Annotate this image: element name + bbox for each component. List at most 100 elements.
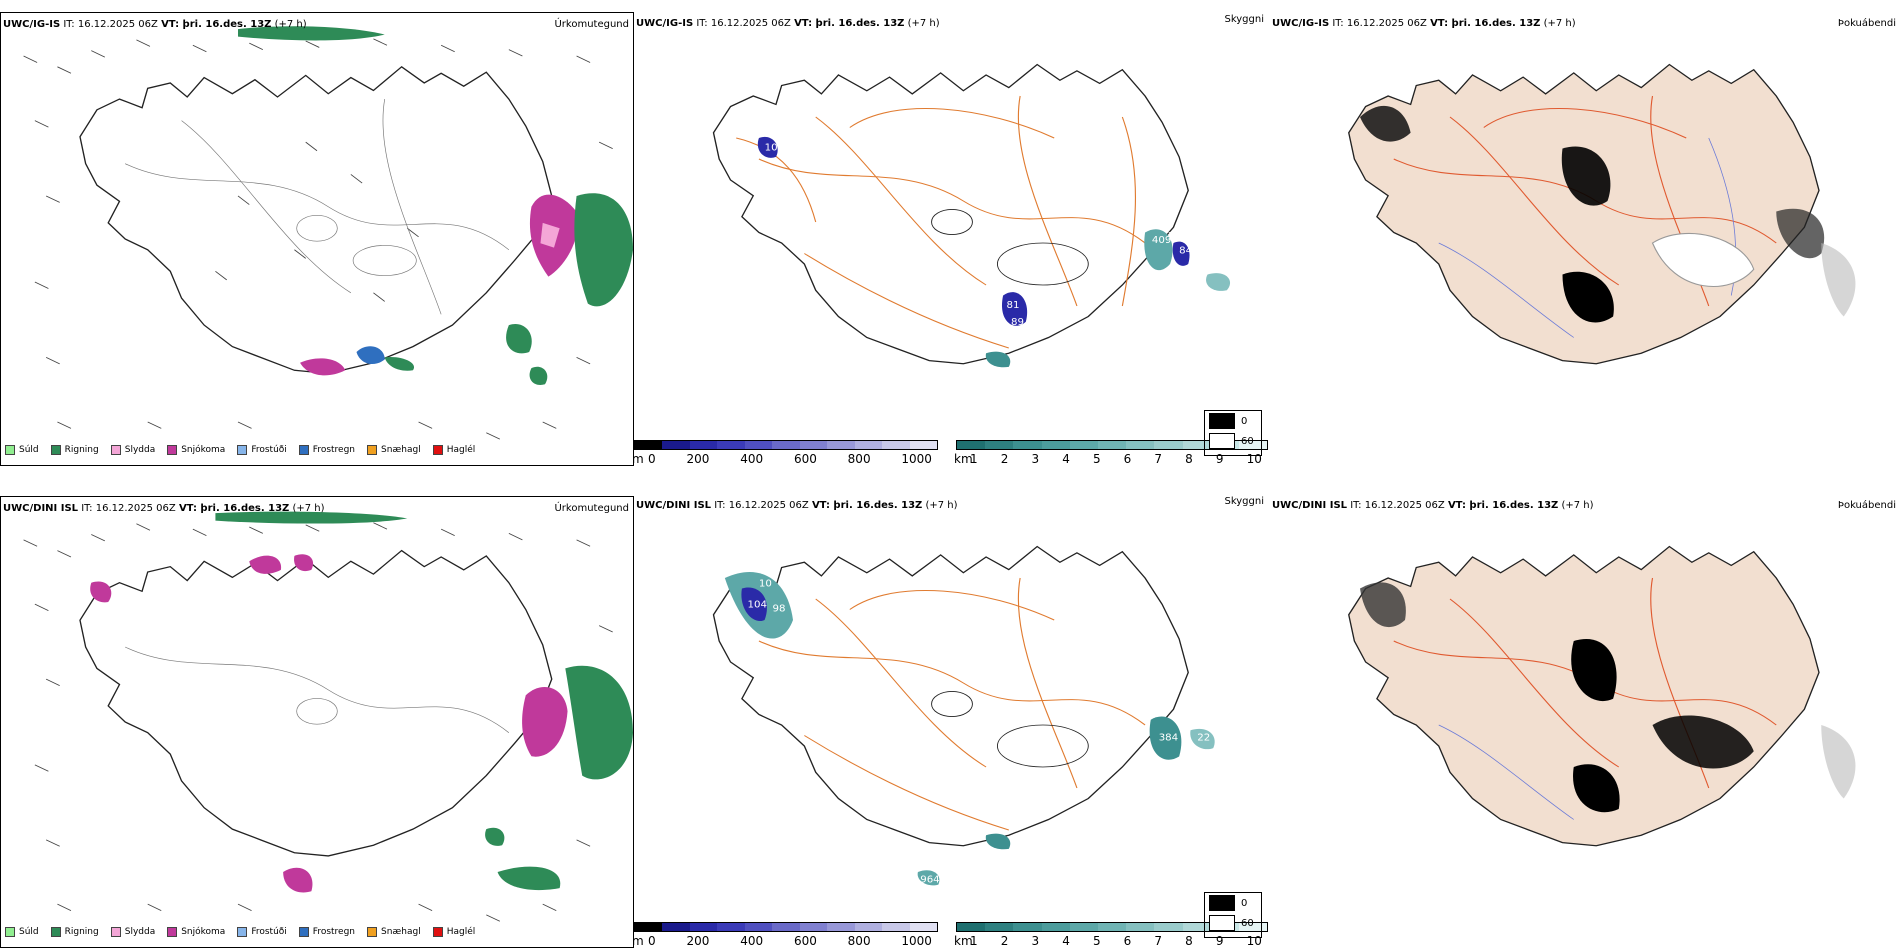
fog-label: 60 — [1241, 435, 1254, 447]
fog-swatch — [1209, 895, 1235, 911]
scale-step — [827, 441, 855, 449]
precip-param: Úrkomutegund — [554, 19, 629, 30]
fog-param: Þokuábendi — [1837, 18, 1896, 29]
visibility-param: Skyggni — [1224, 496, 1264, 507]
legend-label: Snæhagl — [381, 927, 421, 937]
scale-tick: 4 — [1062, 934, 1070, 948]
legend-label: Haglél — [446, 445, 476, 455]
scale-tick: 1 — [970, 452, 978, 466]
precip-param: Úrkomutegund — [554, 503, 629, 514]
visibility-scales: m 0 200 400 600 800 1000 km 1 2 3 4 5 6 7 8 9 10 — [632, 440, 1324, 466]
fog-panel: UWC/DINI ISL IT: 16.12.2025 06Z VT: þri.… — [1270, 494, 1900, 948]
scale-tick: 2 — [1000, 934, 1009, 948]
fog-swatch — [1209, 433, 1235, 449]
scale-step — [1041, 441, 1070, 449]
scale-tick: 5 — [1092, 452, 1101, 466]
visibility-labels: 10 81 89 409 327 84 — [765, 143, 1193, 328]
scale-ticks: 0 200 400 600 800 1000 — [648, 452, 932, 466]
scale-step — [1013, 441, 1042, 449]
scale-step — [1097, 923, 1127, 931]
svg-text:84: 84 — [1179, 246, 1192, 257]
legend-label: Snjókoma — [181, 445, 226, 455]
legend-item: Slydda — [110, 445, 155, 455]
visibility-header: UWC/DINI ISL IT: 16.12.2025 06Z VT: þri.… — [636, 500, 958, 511]
fog-label: 0 — [1241, 415, 1248, 427]
legend-label: Frostúði — [251, 927, 287, 937]
scale-tick: 400 — [740, 452, 764, 466]
fog-legend-row: 0 — [1205, 893, 1261, 913]
fog-label: 60 — [1241, 917, 1254, 929]
fog-legend-row: 0 — [1205, 411, 1261, 431]
legend-swatch — [367, 927, 378, 937]
scale-tick: 200 — [686, 452, 710, 466]
precip-header: UWC/DINI ISL IT: 16.12.2025 06Z VT: þri.… — [3, 503, 325, 514]
legend-swatch — [167, 927, 178, 937]
scale-step — [1154, 923, 1183, 931]
scale-step — [1069, 441, 1098, 449]
svg-text:409: 409 — [1152, 235, 1171, 246]
scale-step — [1013, 923, 1042, 931]
scale-tick: 1000 — [901, 452, 932, 466]
legend-item: Rigning — [50, 445, 99, 455]
legend-label: Frostúði — [251, 445, 287, 455]
fog-param: Þokuábendi — [1837, 500, 1896, 511]
visibility-param: Skyggni — [1224, 14, 1264, 25]
fog-index-legend: 0 60 — [1204, 410, 1262, 456]
scale-tick: 2 — [1000, 452, 1009, 466]
legend-item: Snæhagl — [367, 927, 421, 937]
visibility-panel: 10 81 89 409 327 84 UWC/IG-IS IT: 16.12.… — [632, 12, 1270, 466]
scale-step — [854, 923, 883, 931]
fog-index-legend: 0 60 — [1204, 892, 1262, 938]
scale-step — [662, 923, 690, 931]
fog-legend-row: 60 — [1205, 913, 1261, 933]
scale-step — [957, 441, 986, 449]
scale-tick: 7 — [1154, 452, 1163, 466]
precip-type-panel: UWC/DINI ISL IT: 16.12.2025 06Z VT: þri.… — [0, 496, 634, 948]
precip-legend: Súld Rigning Slydda Snjókoma Frostúði Frostre… — [5, 927, 475, 937]
legend-swatch — [298, 927, 309, 937]
scale-step — [909, 923, 937, 931]
scale-step — [635, 441, 663, 449]
legend-label: Slydda — [124, 927, 156, 937]
legend-swatch — [5, 927, 15, 937]
scale-tick: 8 — [1185, 452, 1193, 466]
visibility-panel: 10 104 98 384 22 964 UWC/DINI ISL IT: 16… — [632, 494, 1270, 948]
legend-item: Súld — [5, 927, 39, 937]
legend-item: Snjókoma — [167, 927, 225, 937]
scale-tick: 0 — [648, 452, 656, 466]
svg-text:964: 964 — [920, 875, 939, 886]
legend-label: Súld — [19, 927, 39, 937]
scale-step — [799, 923, 828, 931]
legend-item: Rigning — [50, 927, 99, 937]
legend-label: Snæhagl — [381, 445, 421, 455]
precip-type-map — [23, 26, 633, 440]
fog-map — [1348, 63, 1856, 365]
scale-step — [1126, 923, 1155, 931]
legend-item: Snæhagl — [367, 445, 421, 455]
scale-step — [744, 441, 773, 449]
legend-swatch — [237, 445, 248, 455]
legend-item: Frostúði — [237, 445, 287, 455]
scale-tick: 9 — [1215, 452, 1224, 466]
fog-header: UWC/IG-IS IT: 16.12.2025 06Z VT: þri. 16… — [1272, 18, 1576, 29]
scale-step — [1097, 441, 1127, 449]
scale-tick: 1000 — [901, 934, 932, 948]
scale-tick: 600 — [793, 934, 817, 948]
svg-text:327: 327 — [1168, 231, 1187, 242]
scale-tick: 600 — [793, 452, 817, 466]
legend-swatch — [50, 445, 61, 455]
scale-ticks: 0 200 400 600 800 1000 — [648, 934, 932, 948]
scale-step — [882, 923, 910, 931]
legend-item: Haglél — [432, 927, 475, 937]
scale-step — [662, 441, 690, 449]
legend-label: Frostregn — [312, 445, 356, 455]
precip-legend: Súld Rigning Slydda Snjókoma Frostúði Frostre… — [5, 445, 475, 455]
scale-step — [744, 923, 773, 931]
svg-text:10: 10 — [765, 143, 778, 154]
scale-step — [689, 441, 718, 449]
svg-text:10: 10 — [759, 579, 772, 590]
scale-step — [772, 441, 800, 449]
scale-step — [717, 441, 745, 449]
legend-label: Súld — [19, 445, 39, 455]
scale-step — [1182, 441, 1211, 449]
